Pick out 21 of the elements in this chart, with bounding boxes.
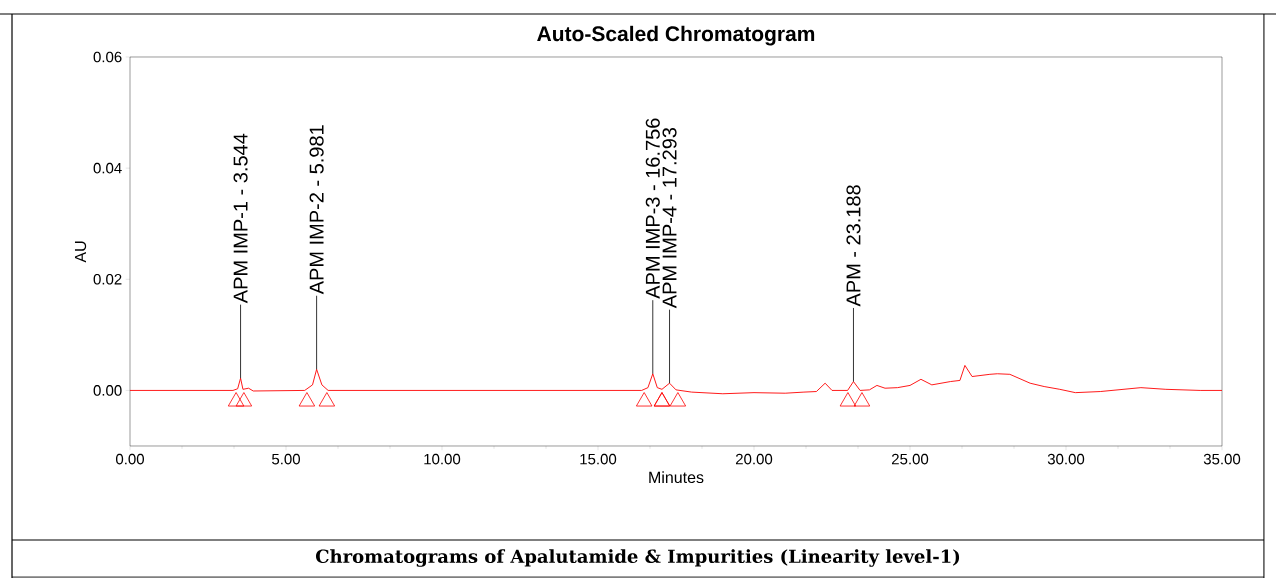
x-tick-label: 10.00 xyxy=(424,453,461,465)
y-tick-label: 0.00 xyxy=(93,385,122,396)
annotation: APM - 23.188 xyxy=(846,185,861,307)
y-tick-label: 0.04 xyxy=(93,162,122,174)
y-axis-title: AU xyxy=(74,241,87,263)
annotation: APM IMP-3 - 16.756 xyxy=(645,118,660,299)
x-tick-label: 20.00 xyxy=(735,453,773,465)
x-tick-label: 5.00 xyxy=(272,453,300,465)
y-tick-label: 0.06 xyxy=(93,51,122,63)
x-tick-label: 35.00 xyxy=(1203,453,1241,465)
x-tick-label: 0.00 xyxy=(115,453,144,465)
x-tick-label: 15.00 xyxy=(580,453,617,465)
x-tick-label: 30.00 xyxy=(1047,453,1085,465)
x-axis-title: Minutes xyxy=(649,471,704,484)
annotation: APM IMP-4 - 17.293 xyxy=(662,127,677,309)
chart-title: Auto-Scaled Chromatogram xyxy=(537,25,815,46)
annotation: APM IMP-2 - 5.981 xyxy=(309,125,324,295)
x-tick-label: 25.00 xyxy=(891,453,929,465)
text: Chromatograms of Apalutamide & Impurities (Linearity level-1) xyxy=(315,549,960,567)
y-tick-label: 0.02 xyxy=(93,273,122,285)
annotation: APM IMP-1 - 3.544 xyxy=(233,133,248,304)
